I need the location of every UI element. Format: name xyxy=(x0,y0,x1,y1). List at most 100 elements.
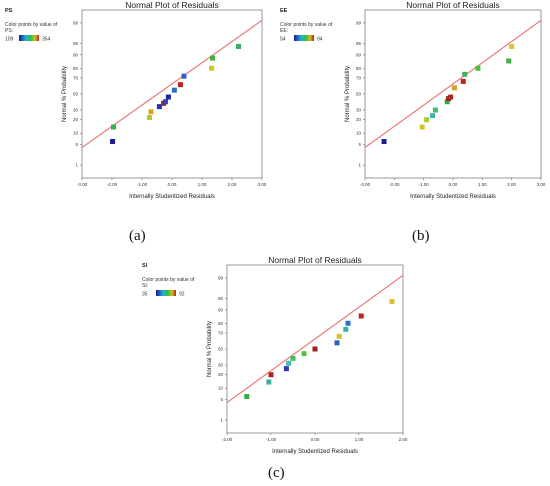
x-tick-label: -2.00 xyxy=(107,182,118,187)
data-point xyxy=(444,99,450,105)
x-tick-label: -2.00 xyxy=(222,437,233,442)
y-tick-label: 95 xyxy=(73,41,79,46)
x-tick-label: -1.00 xyxy=(419,182,430,187)
x-axis-label: Internally Studentized Residuals xyxy=(272,449,358,455)
x-tick-label: 2.00 xyxy=(399,437,408,442)
chart-panel-a: PS Color points by value of PS: 109 354 Norma… xyxy=(0,0,275,250)
data-point xyxy=(266,379,272,385)
color-legend-variable: PS: xyxy=(5,28,13,34)
y-tick-label: 95 xyxy=(356,41,362,46)
data-point xyxy=(181,73,187,79)
data-point xyxy=(148,109,154,115)
data-point xyxy=(177,82,183,88)
data-point xyxy=(424,117,430,123)
data-point xyxy=(345,320,351,326)
color-scale-min: 109 xyxy=(5,37,14,43)
caption-c: (c) xyxy=(268,465,285,481)
data-point xyxy=(165,94,171,100)
data-point xyxy=(110,139,116,145)
x-tick-label: 0.00 xyxy=(168,182,177,187)
data-point xyxy=(432,107,438,113)
color-legend-title: Color points by value of xyxy=(5,22,58,28)
data-point xyxy=(448,94,454,100)
data-point xyxy=(343,326,349,332)
color-legend-title: Color points by value of xyxy=(280,22,333,28)
color-scale-bar xyxy=(156,290,176,296)
data-point xyxy=(244,394,250,400)
x-tick-label: -1.00 xyxy=(266,437,277,442)
y-tick-label: 10 xyxy=(356,131,362,136)
y-tick-label: 70 xyxy=(356,75,362,80)
data-point xyxy=(419,124,425,130)
data-point xyxy=(286,360,292,366)
fit-line xyxy=(365,19,541,148)
y-tick-label: 5 xyxy=(75,142,78,147)
x-tick-label: 0.00 xyxy=(311,437,320,442)
data-point xyxy=(290,355,296,361)
y-tick-label: 90 xyxy=(73,52,79,57)
chart-title: Normal Plot of Residuals xyxy=(268,255,362,265)
data-point xyxy=(462,71,468,77)
y-tick-label: 10 xyxy=(73,131,79,136)
y-axis-label: Normal % Probability xyxy=(345,66,351,122)
response-label: EE xyxy=(280,8,288,14)
caption-b: (b) xyxy=(412,228,430,244)
y-tick-label: 95 xyxy=(218,296,224,301)
color-scale-min: 35 xyxy=(142,292,148,298)
y-tick-label: 70 xyxy=(73,75,79,80)
y-tick-label: 70 xyxy=(218,330,224,335)
y-tick-label: 20 xyxy=(356,117,362,122)
x-axis-label: Internally Studentized Residuals xyxy=(410,194,496,200)
caption-a: (a) xyxy=(129,228,146,244)
y-tick-label: 20 xyxy=(73,117,79,122)
chart-title: Normal Plot of Residuals xyxy=(125,0,219,10)
x-tick-label: 3.00 xyxy=(537,182,546,187)
y-tick-label: 10 xyxy=(218,386,224,391)
data-point xyxy=(162,99,168,105)
y-tick-label: 80 xyxy=(356,66,362,71)
y-tick-label: 99 xyxy=(218,275,224,280)
data-point xyxy=(209,65,215,71)
y-tick-label: 1 xyxy=(358,163,361,168)
x-axis-label: Internally Studentized Residuals xyxy=(129,194,215,200)
x-tick-label: -1.00 xyxy=(137,182,148,187)
x-tick-label: 3.00 xyxy=(258,182,267,187)
y-tick-label: 20 xyxy=(218,372,224,377)
y-tick-label: 99 xyxy=(73,20,79,25)
y-axis-label: Normal % Probability xyxy=(62,66,68,122)
data-point xyxy=(460,78,466,84)
data-point xyxy=(381,139,387,145)
y-tick-label: 80 xyxy=(218,321,224,326)
data-point xyxy=(509,43,515,49)
x-tick-label: 2.00 xyxy=(228,182,237,187)
y-tick-label: 30 xyxy=(73,108,79,113)
x-tick-label: 1.00 xyxy=(198,182,207,187)
data-point xyxy=(111,124,116,130)
data-point xyxy=(147,115,152,121)
y-tick-label: 30 xyxy=(218,363,224,368)
data-point xyxy=(334,340,340,346)
data-point xyxy=(475,65,481,71)
plot-area xyxy=(81,9,263,179)
data-point xyxy=(429,113,435,119)
color-scale-min: 54 xyxy=(280,37,286,43)
data-point xyxy=(389,298,395,304)
color-scale-bar xyxy=(294,35,314,41)
y-tick-label: 99 xyxy=(356,20,362,25)
data-point xyxy=(156,104,162,110)
x-tick-label: -3.00 xyxy=(77,182,88,187)
data-point xyxy=(171,87,177,93)
y-tick-label: 1 xyxy=(75,163,78,168)
color-legend-variable: EE: xyxy=(280,28,288,34)
data-point xyxy=(358,313,364,319)
data-point xyxy=(236,43,242,49)
x-tick-label: 1.00 xyxy=(478,182,487,187)
color-legend-variable: SI: xyxy=(142,283,148,289)
data-point xyxy=(451,85,457,91)
data-point xyxy=(301,351,307,357)
x-tick-label: 2.00 xyxy=(507,182,516,187)
data-point xyxy=(210,55,215,61)
x-tick-label: -3.00 xyxy=(360,182,371,187)
